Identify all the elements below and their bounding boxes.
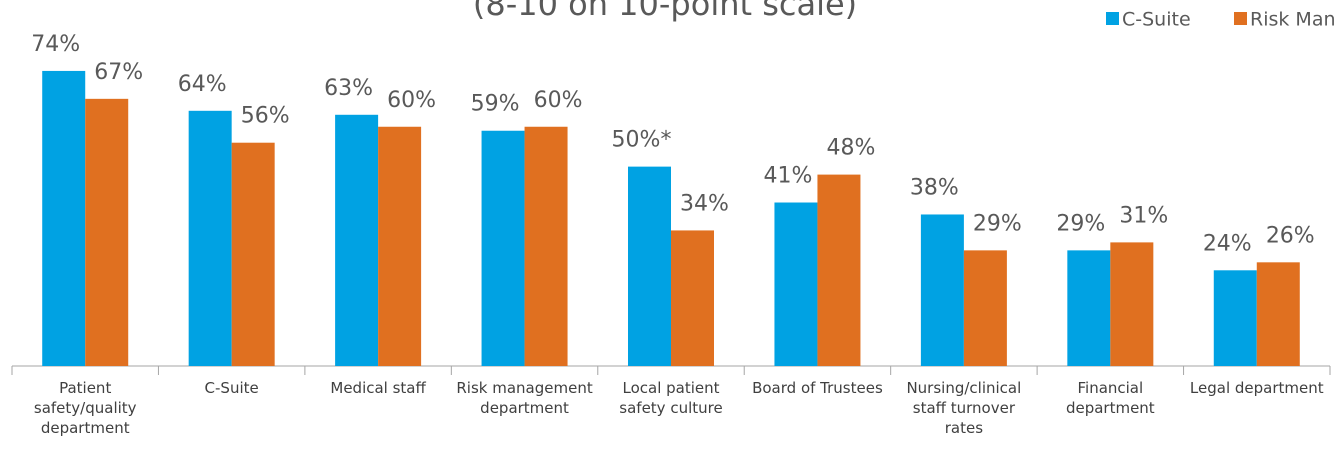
data-label: 38% [910,175,959,200]
bar [963,250,1007,366]
chart-title: (8-10 on 10-point scale) [473,0,857,23]
data-label: 64% [178,72,227,97]
data-label: 60% [387,88,436,113]
data-label: 50%* [612,128,672,153]
bar [628,166,671,366]
x-tick-label: C-Suite [204,379,259,397]
bar [1110,242,1154,366]
data-label: 26% [1266,223,1315,248]
data-label: 67% [94,60,143,85]
data-label: 48% [826,136,875,161]
bar [1067,250,1111,366]
x-tick-label: Local patient safety culture [619,379,723,417]
legend-swatch [1106,12,1119,25]
bar [335,114,379,366]
data-label: 41% [763,164,812,189]
x-tick-label: Board of Trustees [752,379,883,397]
bar [481,130,525,366]
bar [817,174,861,366]
bar [1256,262,1300,366]
data-label: 29% [1056,211,1105,236]
x-tick-label: Patient safety/quality department [33,379,137,437]
data-label: 63% [324,76,373,101]
bar [671,230,714,366]
data-label: 29% [973,211,1022,236]
x-tick-label: Risk management department [456,379,593,417]
data-label: 34% [680,191,729,216]
bar [774,202,818,366]
bar [1213,270,1257,366]
x-tick-label: Legal department [1189,379,1324,397]
data-label: 24% [1203,231,1252,256]
bar [188,110,232,366]
legend-label: C-Suite [1122,9,1191,31]
x-tick-label: Financial department [1065,379,1155,417]
bar [85,98,129,367]
bar [920,214,964,366]
data-label: 56% [241,104,290,129]
legend-swatch [1234,12,1247,25]
data-label: 60% [534,88,583,113]
x-tick-label: Medical staff [330,379,426,397]
legend-label: Risk Managers [1250,9,1334,31]
bar [378,126,422,366]
data-label: 31% [1119,203,1168,228]
bar [524,126,568,366]
data-label: 59% [471,92,520,117]
data-label: 74% [31,32,80,57]
bar [231,142,275,366]
bar [42,70,86,367]
x-tick-label: Nursing/clinical staff turnover rates [906,379,1022,437]
